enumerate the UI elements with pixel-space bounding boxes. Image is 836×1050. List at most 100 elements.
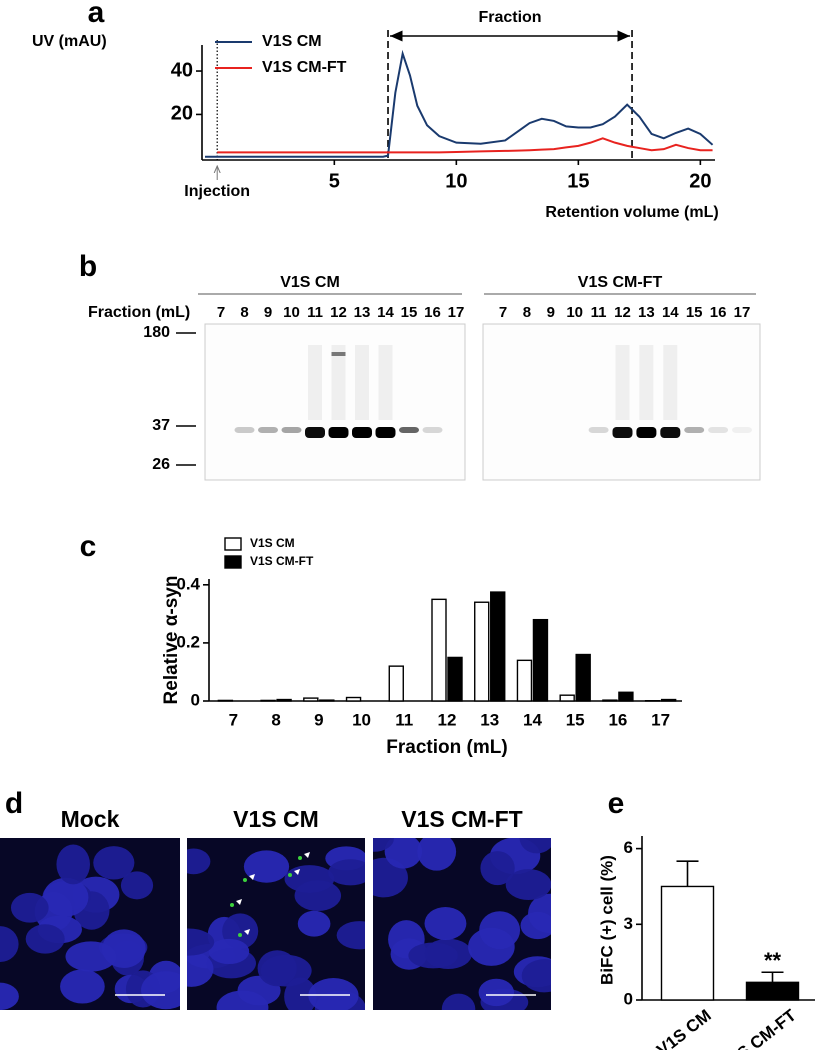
nucleus [243,850,290,883]
lane-label: 11 [307,304,323,321]
lane-label: 14 [377,304,394,321]
arrowhead [244,929,250,935]
nucleus [424,906,467,941]
bar [618,691,634,702]
blot-band [281,427,302,433]
blot-smear [663,345,678,420]
y-tick-label: 0 [191,690,200,709]
bar [575,653,591,702]
nucleus [328,859,365,886]
legend-swatch [224,537,242,551]
nucleus [336,921,365,950]
lane-label: 7 [217,304,225,321]
annotation: ** [764,948,782,973]
lane-label: 7 [499,304,507,321]
bar [660,698,677,702]
nucleus [384,838,423,869]
x-tick-label: V1S CM-FT [717,1005,800,1050]
x-tick-label: 11 [395,710,413,729]
lane-label: 16 [424,304,441,321]
nucleus [65,941,117,972]
x-tick-label: 20 [689,170,711,192]
x-tick-label: 15 [566,710,585,729]
blot-band [258,427,278,433]
nuclei [187,846,365,1010]
line-series [217,137,713,154]
bar [319,699,335,702]
bar [660,885,715,1001]
nucleus [528,893,551,933]
image-title: V1S CM-FT [401,806,522,832]
nucleus [141,971,180,1010]
blot-band [684,427,705,433]
nucleus [478,978,515,1007]
lane-label: 8 [240,304,248,321]
y-axis-label: BiFC (+) cell (%) [597,855,616,985]
nucleus [0,982,19,1010]
image-title: Mock [61,806,120,832]
nucleus [373,838,394,852]
blot-band [612,427,633,438]
y-axis-label: UV (mAU) [32,33,107,50]
arrowhead [249,874,255,880]
blot-band [399,427,419,433]
nuclei [373,838,551,1010]
blot-row-label: Fraction (mL) [88,304,190,321]
nuclei [0,844,180,1010]
blot-smear [331,345,346,420]
panel-label: d [5,787,23,820]
blot-band [328,427,349,438]
green-dot [238,933,242,937]
blot-band [708,427,729,433]
y-tick-label: 40 [171,59,193,81]
blot-smear [639,345,654,420]
legend-label: V1S CM [250,536,295,550]
legend-label: V1S CM-FT [262,59,347,76]
lane-label: 11 [591,304,607,321]
blot-band [234,427,255,433]
nucleus [93,846,135,880]
bar [303,697,319,702]
nucleus [408,942,458,969]
bar [532,618,549,702]
lane-label: 14 [662,304,679,321]
bar [388,665,404,702]
lane-label: 9 [547,304,555,321]
nucleus [25,924,65,954]
nucleus [521,959,551,993]
nucleus [505,869,551,901]
bar [745,981,800,1001]
lane-label: 9 [264,304,272,321]
nucleus [417,838,457,871]
green-dot [298,856,302,860]
blot-band [660,427,681,438]
nucleus [60,969,105,1004]
y-tick-label: 3 [624,914,633,933]
y-tick-label: 0.4 [176,574,200,593]
x-axis-label: Retention volume (mL) [545,204,718,221]
lane-label: 15 [686,304,703,321]
legend-swatch [224,555,242,569]
x-tick-label: 5 [329,170,340,192]
nucleus [187,848,211,875]
x-tick-label: 16 [608,710,627,729]
blot-smear [615,345,630,420]
x-tick-label: 9 [314,710,323,729]
annotation: Fraction [478,9,541,26]
x-tick-label: V1S CM [653,1006,715,1050]
nucleus [216,990,269,1010]
arrowhead [236,899,242,905]
x-tick-label: 10 [352,710,371,729]
blot-band [305,427,325,438]
lane-label: 12 [330,304,347,321]
nucleus [519,838,551,854]
panel-label: b [79,250,97,283]
arrowhead [304,852,310,858]
x-tick-label: 7 [229,710,238,729]
x-tick-label: 13 [480,710,499,729]
green-dot [243,878,247,882]
nucleus [0,926,19,963]
blot-band [588,427,609,433]
x-tick-label: 17 [651,710,670,729]
